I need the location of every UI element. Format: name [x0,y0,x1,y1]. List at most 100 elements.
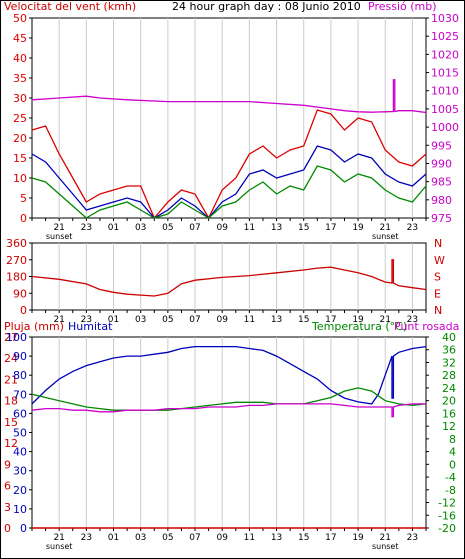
y-tick-label-right: 1000 [431,121,459,134]
x-tick-label: 21 [53,315,64,325]
y-tick-label: 30 [13,92,27,105]
x-tick-label: 23 [81,533,92,543]
x-tick-label: 05 [162,223,173,233]
y-tick-label-right: 985 [431,176,452,189]
x-tick-label: 09 [216,315,228,325]
x-tick-label: 23 [81,315,92,325]
temperature-tick-label: 40 [442,331,456,344]
humidity-tick-label: 50 [13,427,27,440]
rain-tick-label: 15 [4,416,18,429]
x-tick-label: 03 [135,315,146,325]
x-tick-label: 03 [135,533,146,543]
x-tick-label: 23 [81,223,92,233]
sunset-label: sunset [46,542,73,551]
x-tick-label: 23 [407,223,418,233]
temperature-tick-label: 16 [442,407,456,420]
rain-tick-label: 12 [4,437,18,450]
humidity-tick-label: 30 [13,465,27,478]
humidity-tick-label: 20 [13,484,27,497]
y-tick-label-right: 1010 [431,85,459,98]
x-tick-label: 03 [135,223,146,233]
rain-tick-label: 21 [4,373,18,386]
x-tick-label: 13 [271,223,282,233]
plot-frame [31,17,427,219]
y-tick-label-right: 975 [431,212,452,225]
x-tick-label: 09 [216,223,228,233]
y-tick-label-right: 980 [431,194,452,207]
temperature-line [31,387,427,411]
y-tick-label-right: 995 [431,139,452,152]
rain-tick-label: 27 [4,331,18,344]
x-tick-label: 15 [298,223,309,233]
x-tick-label: 19 [352,223,364,233]
x-tick-label: 15 [298,315,309,325]
x-tick-label: 21 [380,223,391,233]
wind-axis-title: Velocitat del vent (kmh) [4,0,136,13]
dewpoint-axis-title: Punt rosada [394,320,459,333]
y-tick-label: 40 [13,52,27,65]
x-tick-label: 21 [380,315,391,325]
gust-line [31,109,427,220]
sunset-label: sunset [372,232,399,241]
y-tick-label: 45 [13,32,27,45]
rain-tick-label: 0 [4,522,11,535]
temperature-tick-label: 36 [442,344,456,357]
humidity-tick-label: 10 [13,503,27,516]
temperature-tick-label: 0 [449,458,456,471]
y-tick-label-right: 990 [431,157,452,170]
x-tick-label: 21 [380,533,391,543]
x-tick-label: 01 [108,315,119,325]
x-tick-label: 15 [298,533,309,543]
wind-panel: 0510152025303540455097598098599099510001… [13,12,459,241]
y-tick-label: 5 [20,192,27,205]
humidity-tick-label: 60 [13,407,27,420]
rain-tick-label: 9 [4,458,11,471]
compass-label: N [434,304,442,317]
plot-frame [31,336,427,529]
chart-title: 24 hour graph day : 08 Junio 2010 [172,0,361,13]
x-tick-label: 01 [108,533,119,543]
pressure-line [31,79,427,114]
dewpoint-line [31,403,426,418]
y-tick-label-right: 1015 [431,67,459,80]
rain-tick-label: 24 [4,352,18,365]
temperature-tick-label: 4 [449,446,456,459]
y-tick-label-right: 1030 [431,12,459,25]
y-tick-label-right: 1025 [431,30,459,43]
x-tick-label: 17 [325,533,336,543]
y-tick-label: 10 [13,172,27,185]
rain-tick-label: 3 [4,501,11,514]
temperature-tick-label: 20 [442,395,456,408]
direction-panel: 0 N 90 E 180 S 270 W 360 N 21 23 01 03 05 07 09 11 13 15 17 1… [6,237,445,325]
y-tick-label-right: 1020 [431,48,459,61]
temperature-tick-label: 24 [442,382,456,395]
x-tick-label: 19 [352,533,364,543]
temperature-tick-label: 8 [449,433,456,446]
humidity-temperature-panel: 03691215182124270102030405060708090100-2… [4,331,456,551]
temperature-tick-label: 28 [442,369,456,382]
y-tick-label-right: 1005 [431,103,459,116]
speed-line [31,165,427,219]
x-tick-label: 23 [407,533,418,543]
x-tick-label: 19 [352,315,364,325]
rain-tick-label: 18 [4,395,18,408]
x-tick-label: 07 [189,315,200,325]
x-tick-label: 21 [53,223,64,233]
rain-tick-label: 6 [4,480,11,493]
humidity-line [31,345,427,405]
sunset-label: sunset [372,542,399,551]
x-tick-label: 13 [271,533,282,543]
temperature-tick-label: -16 [438,509,456,522]
y-tick-label: 0 [20,304,27,317]
x-tick-label: 11 [244,315,255,325]
humidity-tick-label: 90 [13,350,27,363]
humidity-axis-title: Humitat [68,320,113,333]
x-tick-label: 05 [162,533,173,543]
direction-line [31,259,427,297]
x-tick-label: 17 [325,223,336,233]
compass-label: W [434,254,445,267]
temperature-axis-title: Temperatura (°C) [311,320,407,333]
humidity-tick-label: 70 [13,388,27,401]
